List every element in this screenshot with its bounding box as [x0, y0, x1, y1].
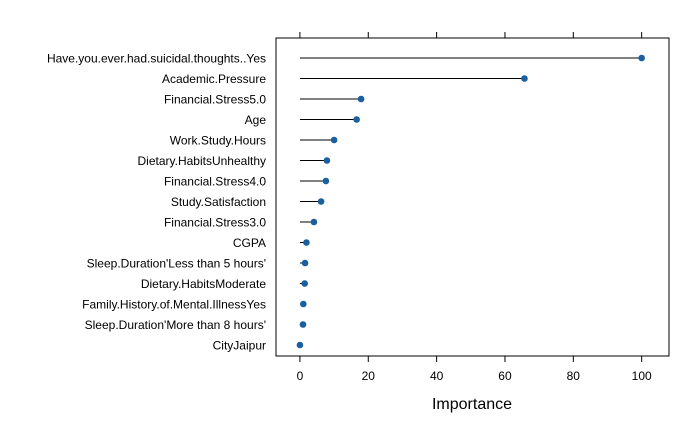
data-point	[323, 157, 331, 164]
category-label: Have.you.ever.had.suicidal.thoughts..Yes	[47, 52, 266, 66]
category-label: CityJaipur	[213, 339, 266, 353]
data-point	[301, 259, 309, 267]
category-label: Work.Study.Hours	[170, 134, 266, 148]
category-label: Financial.Stress3.0	[164, 216, 266, 230]
data-point	[303, 239, 310, 246]
x-tick-label: 20	[362, 369, 376, 383]
category-label: Sleep.Duration'More than 8 hours'	[85, 318, 266, 332]
category-label: CGPA	[233, 236, 266, 250]
category-labels-group: Have.you.ever.had.suicidal.thoughts..Yes…	[47, 52, 266, 353]
data-point	[299, 321, 307, 328]
data-point	[353, 116, 360, 123]
category-label: Academic.Pressure	[162, 72, 266, 86]
data-point	[301, 280, 309, 287]
category-label: Dietary.HabitsUnhealthy	[137, 154, 266, 168]
category-label: Financial.Stress5.0	[164, 93, 266, 107]
stems-group	[299, 57, 642, 325]
category-label: Sleep.Duration'Less than 5 hours'	[87, 257, 266, 271]
x-axis-label: Importance	[432, 396, 512, 413]
category-label: Financial.Stress4.0	[164, 175, 266, 189]
data-point	[330, 136, 338, 144]
data-point	[322, 177, 330, 185]
category-label: Dietary.HabitsModerate	[141, 277, 266, 291]
data-point	[638, 54, 645, 62]
data-point	[357, 95, 365, 103]
category-label: Family.History.of.Mental.IllnessYes	[82, 298, 266, 312]
x-tick-label: 80	[567, 369, 581, 383]
x-tick-label: 100	[632, 369, 652, 383]
data-point	[310, 218, 318, 226]
category-label: Age	[245, 113, 267, 127]
data-point	[296, 341, 304, 349]
plot-frame	[275, 37, 670, 357]
points-group	[296, 54, 645, 349]
category-label: Study.Satisfaction	[171, 195, 266, 209]
x-tick-label: 40	[430, 369, 444, 383]
data-point	[317, 198, 325, 205]
x-tick-label: 60	[498, 369, 512, 383]
x-tick-label: 0	[297, 369, 304, 383]
data-point	[521, 75, 528, 82]
x-ticks-group: 0 20 40 60 80 100	[297, 32, 652, 383]
data-point	[300, 300, 307, 308]
